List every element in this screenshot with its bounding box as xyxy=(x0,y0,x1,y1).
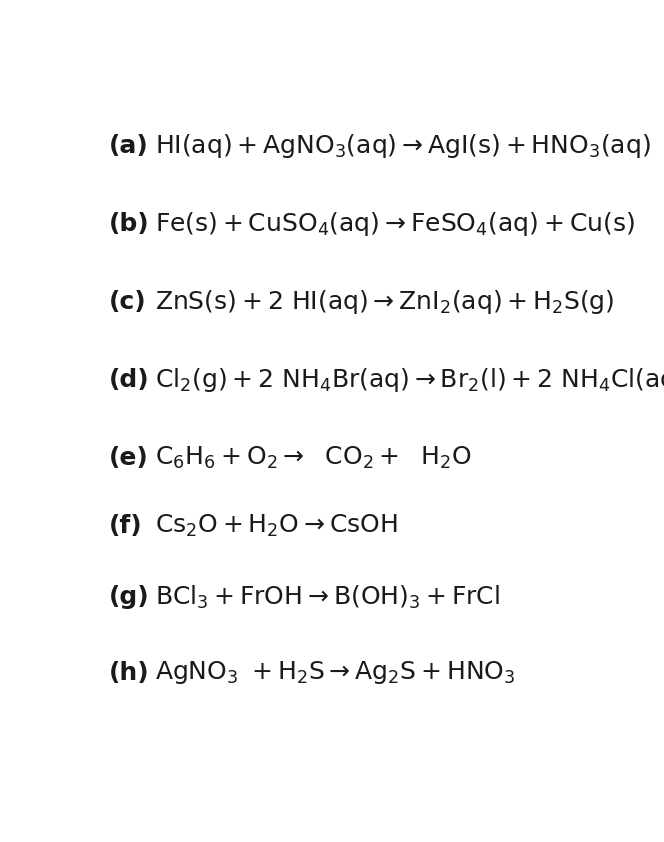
Text: (e): (e) xyxy=(109,445,149,470)
Text: $\mathregular{AgNO_3\ +H_2S{\rightarrow}Ag_2S + HNO_3}$: $\mathregular{AgNO_3\ +H_2S{\rightarrow}… xyxy=(155,659,515,686)
Text: (h): (h) xyxy=(109,661,149,685)
Text: (c): (c) xyxy=(109,290,146,314)
Text: $\mathregular{ZnS(s) + 2\ HI(aq) \rightarrow ZnI_2(aq) + H_2S(g)}$: $\mathregular{ZnS(s) + 2\ HI(aq) \righta… xyxy=(155,288,614,316)
Text: $\mathregular{HI(aq) + AgNO_3(aq) \rightarrow AgI(s) + HNO_3(aq)}$: $\mathregular{HI(aq) + AgNO_3(aq) \right… xyxy=(155,132,651,161)
Text: (d): (d) xyxy=(109,368,149,392)
Text: (b): (b) xyxy=(109,212,149,237)
Text: (a): (a) xyxy=(109,135,149,158)
Text: $\mathregular{Fe(s) + CuSO_4(aq) \rightarrow FeSO_4(aq) + Cu(s)}$: $\mathregular{Fe(s) + CuSO_4(aq) \righta… xyxy=(155,210,635,238)
Text: $\mathregular{Cs_2O + H_2O{\rightarrow}CsOH}$: $\mathregular{Cs_2O + H_2O{\rightarrow}C… xyxy=(155,513,398,539)
Text: $\mathregular{Cl_2(g) + 2\ NH_4Br(aq) \rightarrow Br_2(l) + 2\ NH_4Cl(aq)}$: $\mathregular{Cl_2(g) + 2\ NH_4Br(aq) \r… xyxy=(155,365,664,394)
Text: $\mathregular{BCl_3 + FrOH{\rightarrow}B(OH)_3 + FrCl}$: $\mathregular{BCl_3 + FrOH{\rightarrow}B… xyxy=(155,584,500,610)
Text: (g): (g) xyxy=(109,585,149,609)
Text: (f): (f) xyxy=(109,514,142,538)
Text: $\mathregular{C_6H_6 + O_2 \rightarrow\ \ CO_2 +\ \ H_2O}$: $\mathregular{C_6H_6 + O_2 \rightarrow\ … xyxy=(155,445,472,471)
